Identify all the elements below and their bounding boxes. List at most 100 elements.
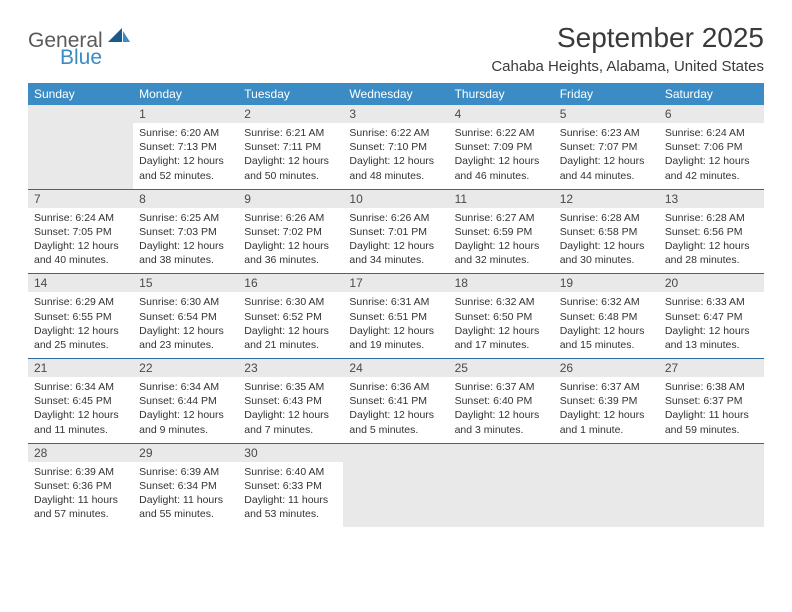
day-data-cell: Sunrise: 6:26 AMSunset: 7:02 PMDaylight:… <box>238 208 343 274</box>
day-number-cell: 17 <box>343 274 448 293</box>
cell-line: Sunset: 6:44 PM <box>139 394 232 408</box>
cell-line: and 3 minutes. <box>455 423 548 437</box>
cell-line: and 5 minutes. <box>349 423 442 437</box>
day-number-cell: 4 <box>449 105 554 123</box>
day-data-cell: Sunrise: 6:34 AMSunset: 6:45 PMDaylight:… <box>28 377 133 443</box>
cell-line: Sunrise: 6:30 AM <box>139 295 232 309</box>
cell-line: Sunset: 7:11 PM <box>244 140 337 154</box>
cell-line: and 55 minutes. <box>139 507 232 521</box>
cell-line: Sunset: 6:41 PM <box>349 394 442 408</box>
weekday-header: Friday <box>554 83 659 105</box>
cell-line: Daylight: 12 hours <box>34 408 127 422</box>
cell-line: and 9 minutes. <box>139 423 232 437</box>
day-number-cell: 19 <box>554 274 659 293</box>
cell-line: Daylight: 11 hours <box>244 493 337 507</box>
day-number-cell: 10 <box>343 189 448 208</box>
day-data-cell: Sunrise: 6:40 AMSunset: 6:33 PMDaylight:… <box>238 462 343 528</box>
cell-line: Sunrise: 6:24 AM <box>665 126 758 140</box>
cell-line: Sunset: 6:47 PM <box>665 310 758 324</box>
cell-line: and 46 minutes. <box>455 169 548 183</box>
day-number-cell: 3 <box>343 105 448 123</box>
cell-line: Sunset: 6:34 PM <box>139 479 232 493</box>
cell-line: Daylight: 12 hours <box>560 408 653 422</box>
cell-line: Sunset: 6:36 PM <box>34 479 127 493</box>
weekday-header: Saturday <box>659 83 764 105</box>
cell-line: and 38 minutes. <box>139 253 232 267</box>
weekday-header-row: Sunday Monday Tuesday Wednesday Thursday… <box>28 83 764 105</box>
cell-line: and 7 minutes. <box>244 423 337 437</box>
day-number-cell: 6 <box>659 105 764 123</box>
day-number-cell: 21 <box>28 359 133 378</box>
cell-line: Daylight: 12 hours <box>34 239 127 253</box>
day-number-cell: 7 <box>28 189 133 208</box>
cell-line: Daylight: 12 hours <box>34 324 127 338</box>
cell-line: Sunset: 6:50 PM <box>455 310 548 324</box>
cell-line: Sunset: 7:01 PM <box>349 225 442 239</box>
cell-line: Daylight: 12 hours <box>349 408 442 422</box>
cell-line: Sunrise: 6:26 AM <box>349 211 442 225</box>
cell-line: Daylight: 12 hours <box>244 324 337 338</box>
day-data-cell: Sunrise: 6:34 AMSunset: 6:44 PMDaylight:… <box>133 377 238 443</box>
cell-line: Daylight: 12 hours <box>665 154 758 168</box>
cell-line: Sunrise: 6:39 AM <box>34 465 127 479</box>
day-data-cell: Sunrise: 6:38 AMSunset: 6:37 PMDaylight:… <box>659 377 764 443</box>
day-data-cell: Sunrise: 6:37 AMSunset: 6:40 PMDaylight:… <box>449 377 554 443</box>
day-number-cell: 18 <box>449 274 554 293</box>
cell-line: Daylight: 11 hours <box>139 493 232 507</box>
cell-line: and 19 minutes. <box>349 338 442 352</box>
day-number-cell <box>659 443 764 462</box>
daynum-row: 282930 <box>28 443 764 462</box>
cell-line: Daylight: 12 hours <box>244 239 337 253</box>
calendar-table: Sunday Monday Tuesday Wednesday Thursday… <box>28 83 764 527</box>
day-data-cell: Sunrise: 6:24 AMSunset: 7:06 PMDaylight:… <box>659 123 764 189</box>
cell-line: Daylight: 12 hours <box>139 408 232 422</box>
location-text: Cahaba Heights, Alabama, United States <box>491 58 764 75</box>
cell-line: Sunrise: 6:38 AM <box>665 380 758 394</box>
cell-line: and 1 minute. <box>560 423 653 437</box>
day-data-cell <box>554 462 659 528</box>
day-data-cell: Sunrise: 6:25 AMSunset: 7:03 PMDaylight:… <box>133 208 238 274</box>
day-data-cell: Sunrise: 6:28 AMSunset: 6:56 PMDaylight:… <box>659 208 764 274</box>
day-number-cell: 5 <box>554 105 659 123</box>
day-data-cell: Sunrise: 6:22 AMSunset: 7:10 PMDaylight:… <box>343 123 448 189</box>
cell-line: Daylight: 12 hours <box>560 324 653 338</box>
cell-line: Sunrise: 6:24 AM <box>34 211 127 225</box>
day-data-cell: Sunrise: 6:36 AMSunset: 6:41 PMDaylight:… <box>343 377 448 443</box>
day-number-cell: 8 <box>133 189 238 208</box>
data-row: Sunrise: 6:24 AMSunset: 7:05 PMDaylight:… <box>28 208 764 274</box>
month-title: September 2025 <box>491 22 764 54</box>
header: General Blue September 2025 Cahaba Heigh… <box>28 22 764 75</box>
cell-line: Daylight: 12 hours <box>665 324 758 338</box>
cell-line: Sunrise: 6:21 AM <box>244 126 337 140</box>
cell-line: Sunset: 7:05 PM <box>34 225 127 239</box>
cell-line: Sunset: 6:45 PM <box>34 394 127 408</box>
cell-line: Sunrise: 6:25 AM <box>139 211 232 225</box>
cell-line: Sunrise: 6:32 AM <box>560 295 653 309</box>
cell-line: and 25 minutes. <box>34 338 127 352</box>
day-number-cell: 23 <box>238 359 343 378</box>
cell-line: Sunset: 6:48 PM <box>560 310 653 324</box>
daynum-row: 21222324252627 <box>28 359 764 378</box>
cell-line: Daylight: 12 hours <box>244 408 337 422</box>
day-data-cell: Sunrise: 6:21 AMSunset: 7:11 PMDaylight:… <box>238 123 343 189</box>
cell-line: Daylight: 11 hours <box>665 408 758 422</box>
day-number-cell: 29 <box>133 443 238 462</box>
logo: General Blue <box>28 28 130 54</box>
cell-line: Daylight: 12 hours <box>560 239 653 253</box>
cell-line: and 42 minutes. <box>665 169 758 183</box>
cell-line: and 40 minutes. <box>34 253 127 267</box>
day-data-cell: Sunrise: 6:35 AMSunset: 6:43 PMDaylight:… <box>238 377 343 443</box>
day-number-cell: 16 <box>238 274 343 293</box>
cell-line: Sunset: 6:33 PM <box>244 479 337 493</box>
cell-line: Sunset: 6:54 PM <box>139 310 232 324</box>
cell-line: Sunset: 6:58 PM <box>560 225 653 239</box>
cell-line: Daylight: 12 hours <box>455 154 548 168</box>
cell-line: Sunrise: 6:22 AM <box>349 126 442 140</box>
cell-line: Daylight: 12 hours <box>455 324 548 338</box>
day-number-cell: 27 <box>659 359 764 378</box>
day-data-cell: Sunrise: 6:27 AMSunset: 6:59 PMDaylight:… <box>449 208 554 274</box>
day-number-cell <box>554 443 659 462</box>
day-data-cell: Sunrise: 6:33 AMSunset: 6:47 PMDaylight:… <box>659 292 764 358</box>
cell-line: Sunset: 6:37 PM <box>665 394 758 408</box>
weekday-header: Monday <box>133 83 238 105</box>
